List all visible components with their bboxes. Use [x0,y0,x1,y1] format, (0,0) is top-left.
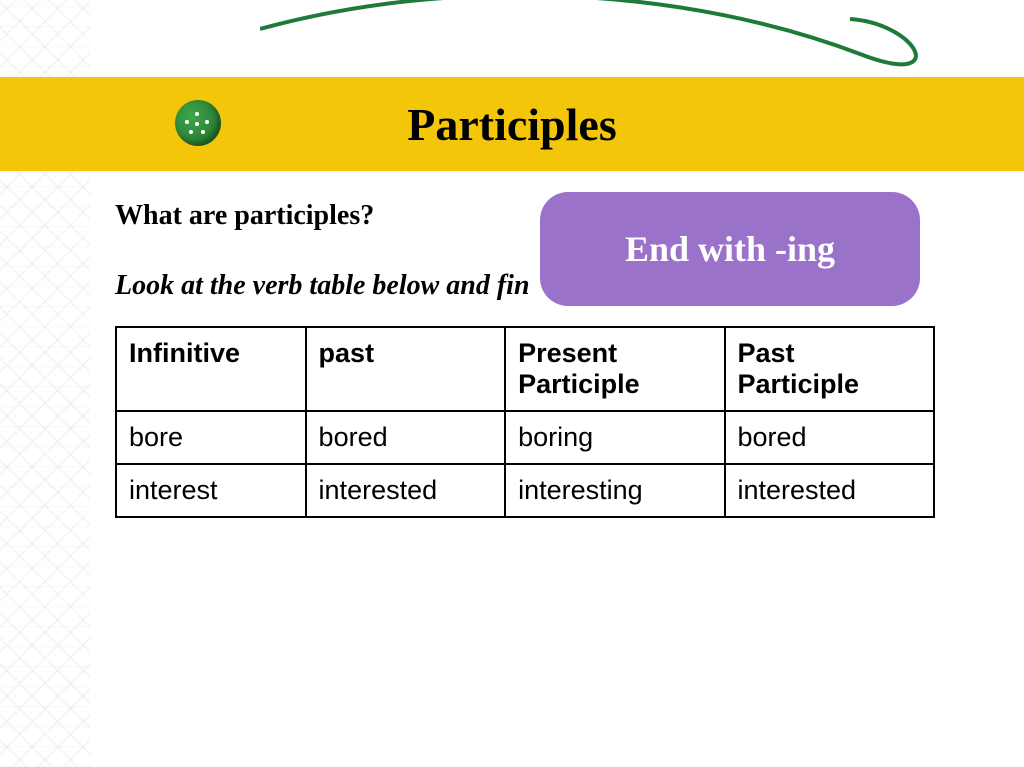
cell: interesting [505,464,724,517]
cell: interested [725,464,935,517]
cell: interested [306,464,506,517]
table-row: bore bored boring bored [116,411,934,464]
callout-bubble: End with -ing [540,192,920,306]
title-band: Participles [0,77,1024,171]
decorative-dot-badge [175,100,221,146]
col-past: past [306,327,506,411]
table-header-row: Infinitive past Present Participle Past … [116,327,934,411]
cell: interest [116,464,306,517]
cell: bore [116,411,306,464]
col-past-participle: Past Participle [725,327,935,411]
col-infinitive: Infinitive [116,327,306,411]
page-title: Participles [407,98,617,151]
callout-text: End with -ing [625,228,835,270]
cell: bored [725,411,935,464]
table-row: interest interested interesting interest… [116,464,934,517]
verb-table: Infinitive past Present Participle Past … [115,326,935,518]
cell: bored [306,411,506,464]
